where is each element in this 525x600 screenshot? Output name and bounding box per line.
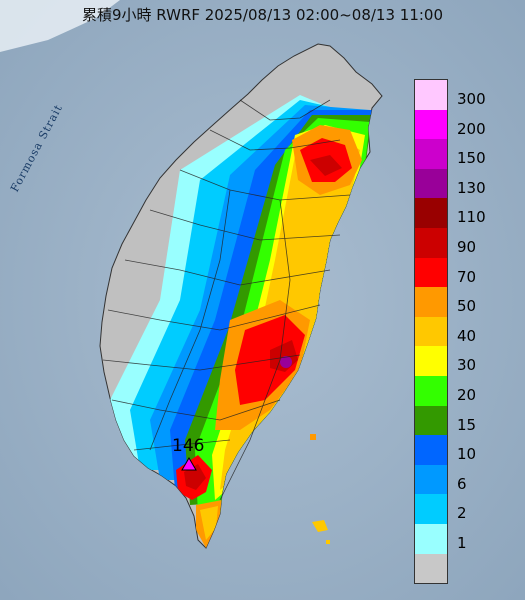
color-legend bbox=[414, 79, 448, 585]
legend-swatch bbox=[415, 227, 447, 258]
orchid-island bbox=[312, 520, 328, 532]
county-boundaries bbox=[102, 99, 351, 501]
legend-label: 1 bbox=[457, 534, 467, 552]
small-islet bbox=[326, 540, 330, 544]
legend-label: 70 bbox=[457, 267, 477, 286]
legend-swatch bbox=[415, 523, 447, 554]
legend-label: 300 bbox=[457, 90, 486, 108]
legend-swatch bbox=[415, 287, 447, 317]
legend-label: 200 bbox=[457, 119, 486, 138]
triangle-marker-icon bbox=[181, 457, 197, 471]
legend-swatch bbox=[415, 553, 447, 584]
legend-swatch bbox=[415, 464, 447, 495]
legend-swatch bbox=[415, 316, 447, 347]
legend-swatch bbox=[415, 198, 447, 228]
legend-label: 2 bbox=[457, 504, 467, 523]
legend-label: 6 bbox=[457, 474, 467, 493]
legend-label: 40 bbox=[457, 326, 477, 345]
legend-swatch bbox=[415, 494, 447, 524]
legend-label: 30 bbox=[457, 356, 477, 375]
map-title: 累積9小時 RWRF 2025/08/13 02:00~08/13 11:00 bbox=[81, 6, 444, 24]
green-island bbox=[310, 434, 316, 440]
legend-swatch bbox=[415, 139, 447, 169]
peak-value-label: 146 bbox=[172, 436, 205, 456]
legend-label: 15 bbox=[457, 415, 477, 434]
legend-label: 110 bbox=[457, 208, 486, 227]
mainland-coast bbox=[0, 0, 120, 52]
taiwan-island bbox=[99, 43, 383, 549]
legend-swatch bbox=[415, 405, 447, 436]
legend-label: 10 bbox=[457, 445, 477, 464]
legend-swatch bbox=[415, 375, 447, 406]
legend-label: 130 bbox=[457, 178, 486, 197]
legend-swatch bbox=[415, 80, 447, 110]
legend-swatch bbox=[415, 435, 447, 465]
legend-label: 150 bbox=[457, 149, 486, 168]
legend-label: 50 bbox=[457, 297, 477, 316]
legend-swatch bbox=[415, 346, 447, 376]
legend-swatch bbox=[415, 109, 447, 140]
legend-swatch bbox=[415, 257, 447, 288]
legend-swatch bbox=[415, 168, 447, 199]
legend-label: 90 bbox=[457, 238, 477, 256]
legend-label: 20 bbox=[457, 386, 477, 404]
